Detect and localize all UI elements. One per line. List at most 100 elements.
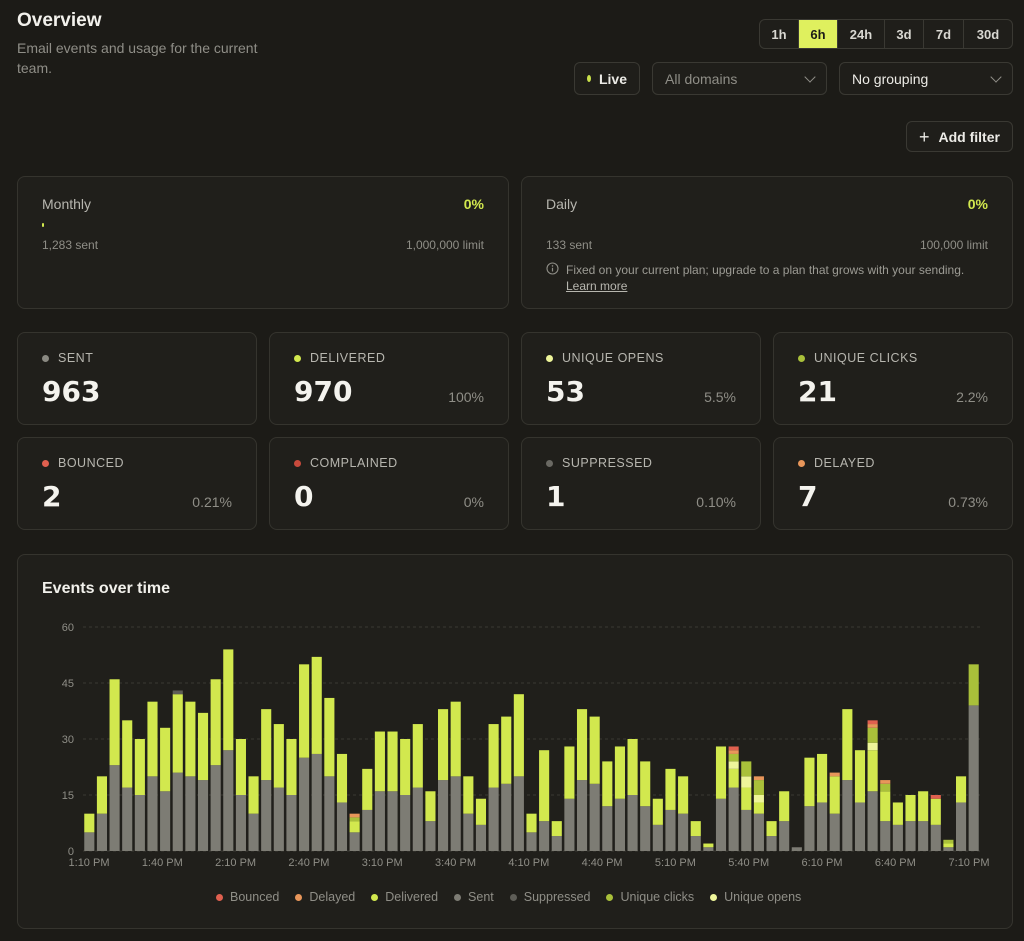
stat-card-delayed[interactable]: DELAYED 7 0.73% xyxy=(773,437,1013,530)
info-icon xyxy=(546,262,559,275)
chart-legend: Bounced Delayed Delivered Sent Suppressed Uni… xyxy=(216,890,801,904)
monthly-usage-title: Monthly xyxy=(42,196,92,212)
bar-segment-delivered xyxy=(602,761,613,807)
bar-segment-sent xyxy=(779,821,790,851)
bar-segment-delivered xyxy=(488,724,499,788)
legend-item-unique-clicks[interactable]: Unique clicks xyxy=(606,890,694,904)
bar-segment-delivered xyxy=(842,709,853,781)
stat-card-bounced[interactable]: BOUNCED 2 0.21% xyxy=(17,437,257,530)
legend-label: Delivered xyxy=(385,890,439,904)
bar-segment-delivered xyxy=(122,720,133,788)
bar-segment-delivered xyxy=(614,746,625,799)
bar-segment-sent xyxy=(930,824,941,851)
stat-value: 21 xyxy=(798,375,837,408)
daily-plan-note-text: Fixed on your current plan; upgrade to a… xyxy=(566,263,965,277)
plus-icon: + xyxy=(919,126,930,147)
x-tick-label: 6:10 PM xyxy=(802,857,843,869)
bar-segment-sent xyxy=(690,836,701,851)
range-6h-button[interactable]: 6h xyxy=(799,20,838,48)
range-7d-button[interactable]: 7d xyxy=(924,20,964,48)
range-1h-button[interactable]: 1h xyxy=(760,20,799,48)
status-dot xyxy=(294,354,301,362)
bar-segment-sent xyxy=(715,798,727,851)
bar-segment-delayed xyxy=(728,750,739,754)
bar-segment-delivered xyxy=(854,750,866,803)
bar-segment-delivered xyxy=(248,776,259,814)
bar-segment-sent xyxy=(842,780,853,851)
bar-segment-unique-opens xyxy=(741,776,752,788)
legend-item-bounced[interactable]: Bounced xyxy=(216,890,279,904)
stat-value: 963 xyxy=(42,375,101,408)
x-tick-label: 5:10 PM xyxy=(655,857,696,869)
monthly-usage-card: Monthly 0% 1,283 sent 1,000,000 limit xyxy=(17,176,509,309)
grouping-select[interactable]: No grouping xyxy=(839,62,1013,95)
stat-card-delivered[interactable]: DELIVERED 970 100% xyxy=(269,332,509,425)
bar-segment-unique-opens xyxy=(867,742,878,751)
bar-segment-delayed xyxy=(349,813,360,818)
bar-segment-delivered xyxy=(930,798,941,825)
y-tick-label: 60 xyxy=(62,622,74,634)
legend-item-delayed[interactable]: Delayed xyxy=(295,890,355,904)
domain-select[interactable]: All domains xyxy=(652,62,827,95)
bar-segment-sent xyxy=(438,780,449,851)
range-30d-button[interactable]: 30d xyxy=(976,26,1000,42)
range-24h-button[interactable]: 24h xyxy=(838,20,885,48)
bar-segment-sent xyxy=(513,776,524,851)
bar-segment-delivered xyxy=(526,813,537,833)
bar-segment-delivered xyxy=(109,679,120,766)
stat-card-complained[interactable]: COMPLAINED 0 0% xyxy=(269,437,509,530)
bar-segment-delivered xyxy=(766,821,777,837)
learn-more-link[interactable]: Learn more xyxy=(566,279,628,293)
legend-dot xyxy=(371,893,379,901)
bar-segment-sent xyxy=(589,783,600,851)
bar-segment-bounced xyxy=(867,720,878,725)
status-dot xyxy=(42,354,49,362)
bar-segment-sent xyxy=(488,787,499,851)
legend-dot xyxy=(295,893,303,901)
bar-segment-delivered xyxy=(96,776,108,814)
legend-item-delivered[interactable]: Delivered xyxy=(371,890,438,904)
range-3d-button[interactable]: 3d xyxy=(885,20,924,48)
bar-segment-sent xyxy=(614,798,625,851)
stat-label-text: DELAYED xyxy=(814,456,875,470)
bar-segment-sent xyxy=(640,806,651,851)
bar-segment-delivered xyxy=(652,798,663,825)
stat-card-unique-opens[interactable]: UNIQUE OPENS 53 5.5% xyxy=(521,332,761,425)
chevron-down-icon xyxy=(804,70,816,83)
legend-dot xyxy=(606,893,614,901)
add-filter-button[interactable]: + Add filter xyxy=(906,121,1013,152)
legend-item-suppressed[interactable]: Suppressed xyxy=(509,890,590,904)
bar-segment-delivered xyxy=(867,750,878,792)
stat-card-sent[interactable]: SENT 963 xyxy=(17,332,257,425)
stat-card-unique-clicks[interactable]: UNIQUE CLICKS 21 2.2% xyxy=(773,332,1013,425)
stat-value: 53 xyxy=(546,375,585,408)
x-tick-label: 4:40 PM xyxy=(582,857,623,869)
daily-usage-card: Daily 0% 133 sent 100,000 limit Fixed on… xyxy=(521,176,1013,309)
bar-segment-bounced xyxy=(728,746,739,751)
stat-card-suppressed[interactable]: SUPPRESSED 1 0.10% xyxy=(521,437,761,530)
legend-label: Sent xyxy=(468,890,494,904)
bar-segment-delivered xyxy=(185,701,196,777)
x-tick-label: 5:40 PM xyxy=(728,857,769,869)
legend-item-unique-opens[interactable]: Unique opens xyxy=(710,890,801,904)
stat-label: SENT xyxy=(42,351,93,365)
daily-usage-title: Daily xyxy=(546,196,578,212)
bar-segment-delayed xyxy=(753,776,764,781)
events-chart-card: Events over time 0 15 30 45 60 1:10 PM 1:40 PM… xyxy=(17,554,1013,929)
legend-item-sent[interactable]: Sent xyxy=(454,890,494,904)
bar-segment-sent xyxy=(147,776,158,851)
events-bar-chart: 0 15 30 45 60 1:10 PM 1:40 PM 2:10 PM 2:40 PM 3:1… xyxy=(62,622,990,869)
bar-segment-sent xyxy=(943,847,954,851)
stat-label-text: SENT xyxy=(58,351,94,365)
bar-segment-sent xyxy=(197,780,209,851)
bar-segment-delivered xyxy=(943,843,954,848)
stat-label: SUPPRESSED xyxy=(546,456,652,470)
live-toggle-button[interactable]: Live xyxy=(574,62,640,95)
stat-label-text: UNIQUE CLICKS xyxy=(814,351,918,365)
bar-segment-unique-opens xyxy=(728,761,739,769)
stat-percent: 0.21% xyxy=(192,494,232,510)
bar-segment-delivered xyxy=(400,739,411,795)
bar-segment-sent xyxy=(892,824,903,851)
bar-segment-delivered xyxy=(829,776,840,814)
bar-segment-delivered xyxy=(576,709,588,781)
